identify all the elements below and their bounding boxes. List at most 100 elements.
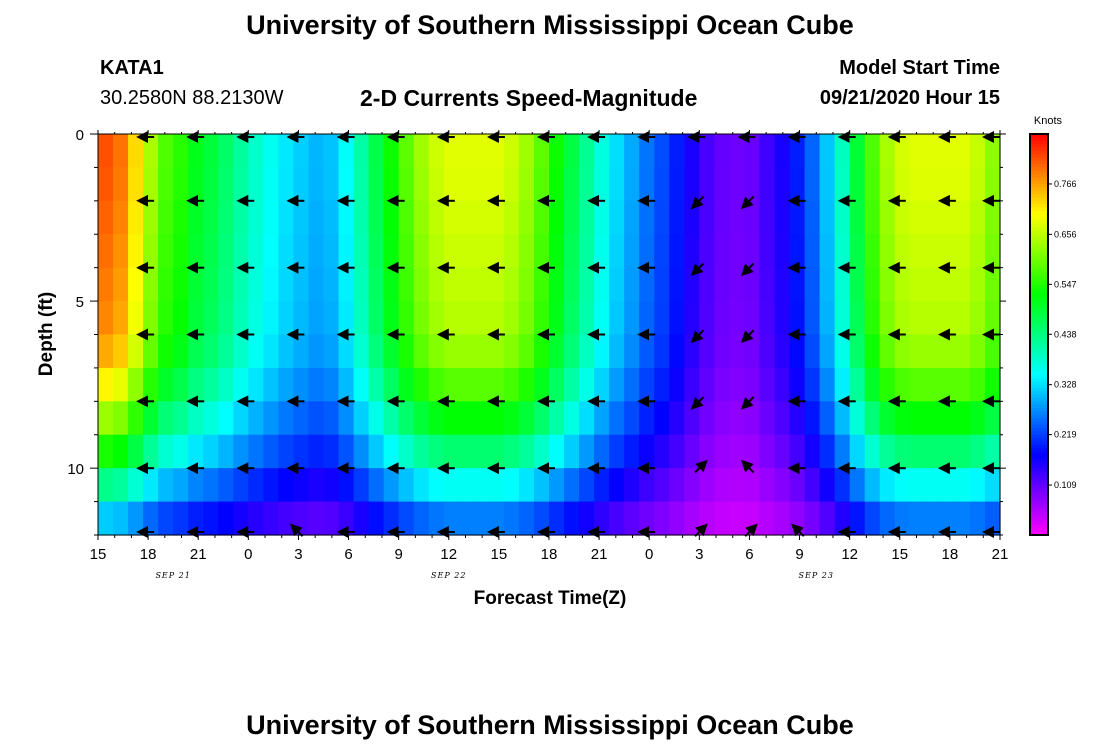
heatmap-cell — [383, 401, 400, 436]
heatmap-cell — [473, 401, 490, 436]
heatmap-cell — [579, 334, 595, 369]
heatmap-cell — [744, 200, 761, 235]
heatmap-cell — [954, 301, 971, 336]
heatmap-cell — [473, 301, 490, 336]
heatmap-cell — [774, 301, 791, 336]
colorbar-segment — [1030, 180, 1048, 185]
y-tick-label: 10 — [67, 461, 84, 478]
heatmap-cell — [413, 434, 430, 469]
x-tick-label: 6 — [344, 546, 352, 563]
heatmap-cell — [338, 167, 355, 202]
colorbar-segment — [1030, 147, 1048, 152]
colorbar-segment — [1030, 207, 1048, 212]
colorbar-segment — [1030, 240, 1048, 245]
heatmap-cell — [714, 234, 730, 269]
heatmap-cell — [503, 401, 520, 436]
heatmap-cell — [248, 401, 264, 436]
heatmap-cell — [518, 401, 535, 436]
y-axis-label: Depth (ft) — [36, 292, 57, 376]
heatmap-cell — [654, 367, 670, 402]
heatmap-cell — [564, 501, 580, 536]
heatmap-cell — [834, 234, 851, 269]
heatmap-cell — [924, 267, 941, 302]
heatmap-cell — [128, 301, 144, 336]
heatmap-cell — [579, 468, 595, 503]
heatmap-cell — [744, 234, 761, 269]
heatmap-cell — [834, 334, 851, 369]
heatmap-cell — [488, 134, 505, 169]
heatmap-cell — [954, 200, 971, 235]
colorbar-segment — [1030, 508, 1048, 513]
heatmap-cell — [909, 134, 926, 169]
heatmap-cell — [564, 367, 580, 402]
heatmap-cell — [639, 501, 655, 536]
heatmap-cell — [413, 334, 430, 369]
heatmap-cell — [819, 501, 836, 536]
heatmap-cell — [729, 134, 746, 169]
heatmap-cell — [639, 200, 655, 235]
heatmap-cell — [278, 367, 295, 402]
heatmap-cell — [729, 334, 746, 369]
heatmap-cell — [113, 234, 129, 269]
colorbar-segment — [1030, 408, 1048, 412]
heatmap-cell — [954, 401, 971, 436]
speed-heatmap — [98, 134, 1001, 536]
heatmap-cell — [879, 167, 896, 202]
heatmap-cell — [669, 367, 685, 402]
heatmap-cell — [549, 468, 565, 503]
x-tick-label: 15 — [891, 546, 908, 563]
heatmap-cell — [473, 200, 490, 235]
heatmap-cell — [443, 167, 460, 202]
heatmap-cell — [684, 501, 700, 536]
heatmap-cell — [263, 401, 279, 436]
heatmap-cell — [218, 367, 234, 402]
heatmap-cell — [819, 401, 836, 436]
heatmap-cell — [143, 167, 159, 202]
heatmap-cell — [594, 401, 610, 436]
heatmap-cell — [398, 334, 415, 369]
current-arrow — [690, 396, 705, 410]
heatmap-cell — [984, 367, 1001, 402]
heatmap-cell — [413, 234, 430, 269]
heatmap-cell — [744, 301, 761, 336]
heatmap-cell — [969, 334, 986, 369]
x-tick-label: 12 — [841, 546, 858, 563]
heatmap-cell — [849, 434, 866, 469]
heatmap-cell — [834, 134, 851, 169]
colorbar-segment — [1030, 291, 1048, 295]
heatmap-cell — [293, 434, 310, 469]
heatmap-cell — [353, 401, 370, 436]
colorbar-segment — [1030, 274, 1048, 279]
heatmap-cell — [939, 167, 956, 202]
heatmap-cell — [188, 468, 204, 503]
heatmap-cell — [669, 468, 685, 503]
heatmap-cell — [473, 367, 490, 402]
heatmap-cell — [218, 334, 234, 369]
heatmap-cell — [248, 367, 264, 402]
heatmap-cell — [428, 301, 445, 336]
heatmap-cell — [413, 200, 430, 235]
heatmap-cell — [443, 334, 460, 369]
heatmap-cell — [684, 267, 700, 302]
colorbar-segment — [1030, 414, 1048, 419]
heatmap-cell — [503, 501, 520, 536]
heatmap-cell — [368, 401, 385, 436]
heatmap-cell — [278, 434, 295, 469]
heatmap-cell — [624, 134, 640, 169]
heatmap-cell — [248, 267, 264, 302]
heatmap-cell — [128, 401, 144, 436]
heatmap-cell — [503, 167, 520, 202]
heatmap-cell — [744, 134, 761, 169]
heatmap-cell — [699, 367, 715, 402]
heatmap-cell — [143, 301, 159, 336]
heatmap-cell — [518, 234, 535, 269]
heatmap-cell — [549, 434, 565, 469]
heatmap-cell — [834, 401, 851, 436]
heatmap-cell — [263, 334, 279, 369]
heatmap-cell — [684, 200, 700, 235]
heatmap-cell — [173, 234, 189, 269]
heatmap-cell — [323, 234, 340, 269]
heatmap-cell — [473, 167, 490, 202]
heatmap-cell — [278, 468, 295, 503]
heatmap-cell — [699, 167, 715, 202]
